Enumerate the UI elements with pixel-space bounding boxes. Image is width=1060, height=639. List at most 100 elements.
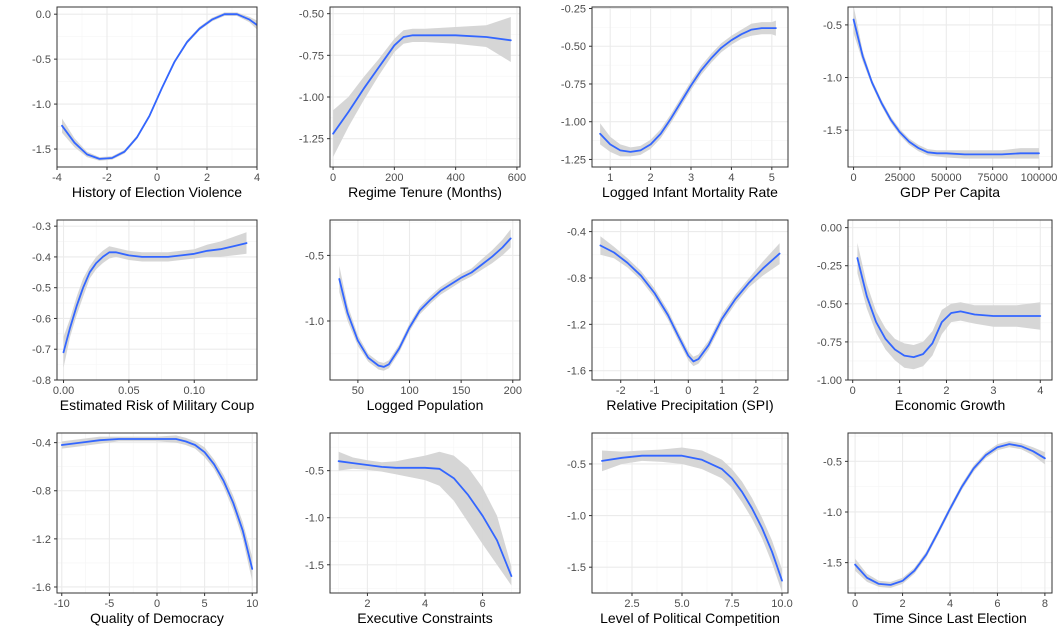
x-tick-label: 7.5 (724, 598, 739, 610)
x-axis-title: Quality of Democracy (90, 610, 224, 626)
x-tick-label: 2 (943, 385, 949, 397)
panel-border (56, 219, 258, 381)
y-tick-label: -0.25 (817, 261, 842, 273)
panel-background (848, 7, 1052, 167)
x-axis-title: Level of Political Competition (600, 610, 780, 626)
panel-border (847, 219, 1053, 381)
x-tick-label: 0 (685, 385, 691, 397)
y-tick-label: -0.6 (32, 313, 51, 325)
x-axis-title: History of Election Violence (72, 184, 242, 200)
panel-9: -10 -5 0 5 10 -1.6 -1.2 -0.8 -0.4 Quality of Demo… (32, 432, 258, 626)
y-tick-label: -0.75 (299, 50, 324, 62)
x-tick-label: 5 (769, 172, 775, 184)
plot-area (330, 220, 520, 380)
y-tick-label: -1.0 (305, 513, 324, 525)
x-tick-label: 0 (850, 385, 856, 397)
x-tick-label: -2 (616, 385, 626, 397)
panel-3: 1 2 3 4 5 -1.25 -1.00 -0.75 -0.50 -0.25 Logged Inf… (561, 4, 789, 200)
x-tick-label: -2 (102, 172, 112, 184)
x-tick-label: -1 (650, 385, 660, 397)
x-tick-label: 150 (452, 385, 470, 397)
panel-5: 0.00 0.05 0.10 -0.8 -0.7 -0.6 -0.5 -0.4 -0.3 Esti… (32, 219, 258, 413)
x-tick-label: 50000 (931, 172, 962, 184)
smooth-line (62, 242, 248, 354)
panel-1: -4 -2 0 2 4 -1.5 -1.0 -0.5 0.0 History of Electio… (32, 6, 260, 200)
confidence-ribbon (857, 242, 1041, 370)
y-tick-label: -0.4 (32, 438, 51, 450)
x-tick-label: 75000 (977, 172, 1008, 184)
x-tick-label: 8 (1042, 598, 1048, 610)
x-tick-label: 0 (852, 598, 858, 610)
x-tick-label: -5 (104, 598, 114, 610)
smooth-line (338, 237, 512, 368)
panel-7: -2 -1 0 1 2 -1.6 -1.2 -0.8 -0.4 Relative Precipit… (567, 219, 789, 413)
panel-border (847, 6, 1053, 168)
panel-background (848, 220, 1052, 380)
y-tick-label: -1.0 (32, 99, 51, 111)
plot-area (592, 7, 788, 167)
panel-6: 50 100 150 200 -1.0 -0.5 Logged Population (305, 219, 522, 413)
x-tick-label: 100 (400, 385, 418, 397)
y-tick-label: -1.5 (823, 125, 842, 137)
x-tick-label: 400 (446, 172, 464, 184)
y-tick-label: -1.6 (567, 366, 586, 378)
x-tick-label: 1 (897, 385, 903, 397)
smooth-line (854, 443, 1046, 586)
y-tick-label: -0.25 (561, 4, 586, 16)
x-tick-label: 200 (504, 385, 522, 397)
plot-area (330, 7, 520, 167)
x-tick-label: 50 (352, 385, 364, 397)
x-tick-label: 600 (508, 172, 526, 184)
y-tick-label: -0.5 (305, 250, 324, 262)
y-tick-label: -1.0 (567, 511, 586, 523)
panel-8: 0 1 2 3 4 -1.00 -0.75 -0.50 -0.25 0.00 Economic Gr… (817, 219, 1053, 413)
x-axis-title: Economic Growth (895, 397, 1005, 413)
x-tick-label: 2 (753, 385, 759, 397)
y-tick-label: -0.3 (32, 221, 51, 233)
y-tick-label: -1.0 (823, 507, 842, 519)
confidence-ribbon (600, 20, 776, 157)
smooth-line (599, 244, 781, 363)
panel-10: 2 4 6 -1.5 -1.0 -0.5 Executive Constraints (305, 432, 521, 626)
x-tick-label: 6 (994, 598, 1000, 610)
smooth-line (61, 13, 257, 160)
x-tick-label: 25000 (885, 172, 916, 184)
y-tick-label: -1.00 (561, 117, 586, 129)
y-tick-label: -1.5 (32, 144, 51, 156)
x-axis-title: Logged Infant Mortality Rate (602, 184, 778, 200)
x-tick-label: 1 (607, 172, 613, 184)
x-tick-label: 0.10 (184, 385, 205, 397)
y-tick-label: -0.5 (823, 20, 842, 32)
plot-area (848, 433, 1052, 593)
plot-area (57, 220, 257, 380)
y-tick-label: -0.5 (32, 54, 51, 66)
x-tick-label: 200 (385, 172, 403, 184)
plot-area (848, 7, 1052, 167)
x-tick-label: 3 (688, 172, 694, 184)
panel-2: 0 200 400 600 -1.25 -1.00 -0.75 -0.50 Regime Ten… (299, 6, 526, 200)
x-tick-label: 0 (851, 172, 857, 184)
y-tick-label: -1.0 (823, 73, 842, 85)
y-tick-label: -1.5 (305, 560, 324, 572)
x-tick-label: 0 (330, 172, 336, 184)
smooth-line (856, 257, 1042, 359)
y-tick-label: -0.5 (823, 456, 842, 468)
y-tick-label: -0.4 (567, 227, 586, 239)
y-tick-label: -0.75 (561, 79, 586, 91)
x-tick-label: 10.0 (771, 598, 792, 610)
x-axis-title: Logged Population (367, 397, 484, 413)
x-tick-label: 2 (899, 598, 905, 610)
x-tick-label: 1 (719, 385, 725, 397)
confidence-ribbon (63, 232, 247, 368)
confidence-ribbon (62, 12, 257, 161)
x-tick-label: -4 (52, 172, 62, 184)
y-tick-label: -1.5 (823, 558, 842, 570)
y-tick-label: -0.5 (305, 466, 324, 478)
plot-area (592, 433, 788, 593)
y-tick-label: -0.7 (32, 344, 51, 356)
x-tick-label: 0 (154, 598, 160, 610)
y-tick-label: -0.50 (817, 299, 842, 311)
x-axis-title: Relative Precipitation (SPI) (606, 397, 773, 413)
y-tick-label: -1.6 (32, 582, 51, 594)
